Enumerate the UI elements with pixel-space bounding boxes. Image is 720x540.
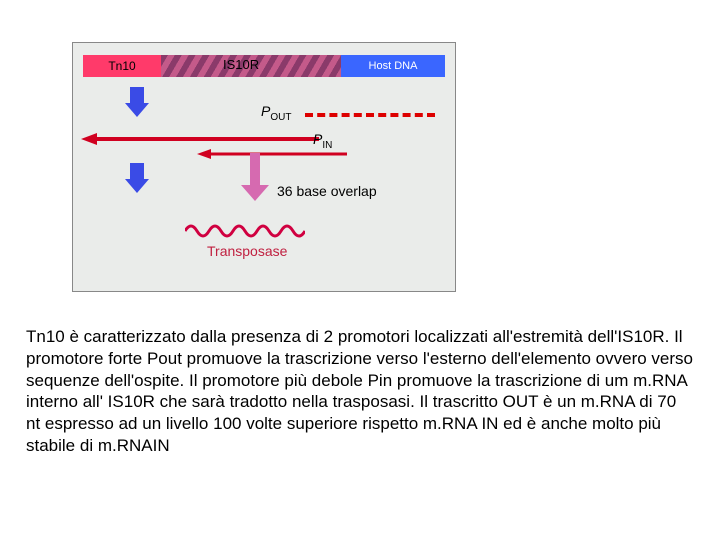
pout-arrow-icon — [81, 131, 319, 147]
tn10-label: Tn10 — [108, 59, 135, 73]
host-label: Host DNA — [369, 60, 418, 72]
diagram-container: Tn10 Host DNA IS10R POUT PIN 36 base — [72, 42, 456, 292]
pout-dashed-line — [305, 113, 435, 117]
transposase-wave-icon — [185, 221, 305, 241]
down-arrow-icon — [125, 87, 149, 117]
is10r-label: IS10R — [223, 57, 259, 72]
down-arrow-icon — [125, 163, 149, 193]
pin-label: PIN — [313, 131, 332, 151]
overlap-arrow-icon — [241, 153, 269, 201]
pout-label: POUT — [261, 103, 291, 123]
dna-segment-tn10: Tn10 — [83, 55, 161, 77]
overlap-label: 36 base overlap — [277, 183, 377, 199]
description-paragraph: Tn10 è caratterizzato dalla presenza di … — [26, 326, 694, 457]
transposase-label: Transposase — [207, 243, 287, 259]
dna-segment-host: Host DNA — [341, 55, 445, 77]
dna-bar: Tn10 Host DNA — [83, 55, 445, 77]
